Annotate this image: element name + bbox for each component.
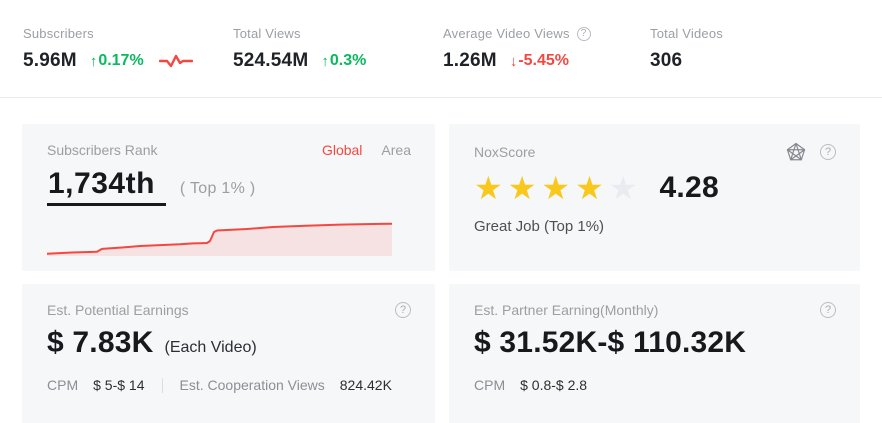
help-icon[interactable]: ? <box>820 302 836 318</box>
radar-pentagon-icon[interactable] <box>786 142 806 162</box>
cooperation-views-value: 824.42K <box>339 377 392 393</box>
stat-average-video-views: Average Video Views ? 1.26M ↓ -5.45% <box>443 26 650 97</box>
noxscore-caption: Great Job (Top 1%) <box>474 218 605 235</box>
stat-total-videos-value: 306 <box>650 50 683 71</box>
cpm-label: CPM <box>47 377 79 393</box>
star-filled-icon: ★ <box>507 170 537 206</box>
rank-scope-tabs: Global Area <box>322 142 411 158</box>
down-arrow-icon: ↓ <box>509 52 518 70</box>
up-arrow-icon: ↑ <box>89 52 98 70</box>
tab-global[interactable]: Global <box>321 142 363 158</box>
noxscore-value: 4.28 <box>659 171 720 204</box>
cpm-value: $ 0.8-$ 2.8 <box>520 377 588 393</box>
partner-earning-title: Est. Partner Earning(Monthly) <box>474 302 659 318</box>
help-icon[interactable]: ? <box>395 302 411 318</box>
star-empty-icon: ★ <box>608 170 638 206</box>
stat-average-video-views-delta-value: -5.45% <box>518 52 570 69</box>
stat-total-views-value: 524.54M <box>233 50 309 71</box>
stat-subscribers-delta-value: 0.17% <box>98 52 144 69</box>
stat-total-videos: Total Videos 306 <box>650 26 723 97</box>
stat-subscribers: Subscribers 5.96M ↑ 0.17% <box>23 26 233 97</box>
potential-earnings-title: Est. Potential Earnings <box>47 302 189 318</box>
stat-average-video-views-label: Average Video Views ? <box>443 26 650 41</box>
partner-earning-card: Est. Partner Earning(Monthly) ? $ 31.52K… <box>449 284 860 423</box>
up-arrow-icon: ↑ <box>321 52 329 70</box>
stat-total-views: Total Views 524.54M ↑ 0.3% <box>233 26 443 97</box>
rank-value-link[interactable]: 1,734th <box>47 167 166 206</box>
noxscore-title: NoxScore <box>474 144 536 160</box>
vertical-divider <box>161 377 163 393</box>
stat-average-video-views-value: 1.26M <box>443 50 497 71</box>
potential-earnings-value: $ 7.83K <box>47 326 154 359</box>
stat-subscribers-label: Subscribers <box>23 26 94 41</box>
cpm-value: $ 5-$ 14 <box>93 377 145 393</box>
stat-total-videos-label: Total Videos <box>650 26 723 41</box>
tab-area[interactable]: Area <box>381 142 411 158</box>
stats-bar: Subscribers 5.96M ↑ 0.17% Total Views 52… <box>0 0 882 98</box>
stat-average-video-views-label-text: Average Video Views <box>443 26 570 41</box>
partner-earning-value: $ 31.52K-$ 110.32K <box>474 326 747 359</box>
stat-total-views-delta-value: 0.3% <box>329 52 367 69</box>
noxscore-stars: ★ ★ ★ ★ ★ <box>474 172 642 204</box>
stat-total-views-delta: ↑ 0.3% <box>321 52 366 70</box>
help-icon[interactable]: ? <box>576 26 591 41</box>
subscribers-rank-title: Subscribers Rank <box>47 142 158 158</box>
potential-earnings-unit: (Each Video) <box>164 339 257 356</box>
stat-total-views-label: Total Views <box>233 26 301 41</box>
stat-subscribers-delta: ↑ 0.17% <box>90 52 144 70</box>
stat-subscribers-value: 5.96M <box>23 50 77 71</box>
rank-trend-area-chart <box>47 222 392 256</box>
potential-earnings-card: Est. Potential Earnings ? $ 7.83K (Each … <box>22 284 435 423</box>
subscribers-rank-card: Subscribers Rank Global Area 1,734th ( T… <box>22 124 435 271</box>
rank-top-percent-note: ( Top 1% ) <box>179 180 256 197</box>
star-filled-icon: ★ <box>541 170 571 206</box>
cpm-label: CPM <box>474 377 506 393</box>
stat-average-video-views-delta: ↓ -5.45% <box>510 52 569 70</box>
star-filled-icon: ★ <box>575 170 604 206</box>
noxscore-card: NoxScore ? ★ ★ ★ ★ ★ 4.28 Great Job (Top 1%) <box>449 124 860 271</box>
help-icon[interactable]: ? <box>820 144 836 160</box>
subscribers-sparkline-icon <box>158 54 193 68</box>
cooperation-views-label: Est. Cooperation Views <box>179 377 325 393</box>
star-filled-icon: ★ <box>474 170 503 206</box>
cards-grid: Subscribers Rank Global Area 1,734th ( T… <box>0 98 882 423</box>
